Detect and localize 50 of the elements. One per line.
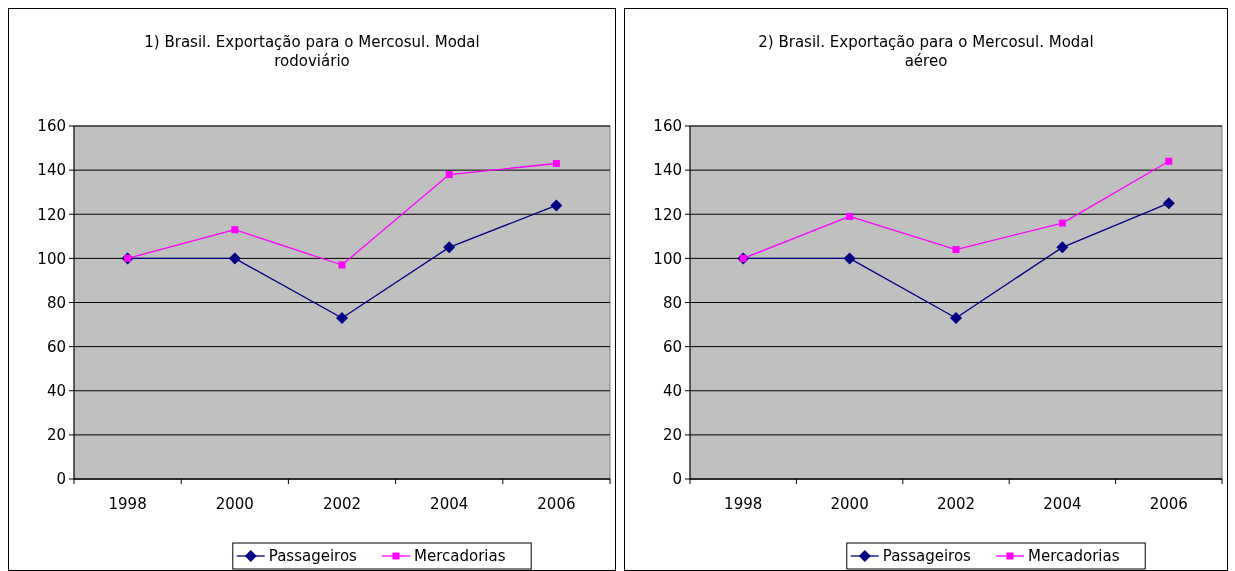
point [950,311,962,324]
chart-title: 2) Brasil. Exportação para o Mercosul. Modal aéreo [758,33,1094,70]
x-tick-label: 1998 [724,495,763,513]
point [1165,157,1173,165]
point [231,226,239,234]
y-tick-label: 0 [672,470,682,489]
point [550,199,563,212]
y-tick-label: 40 [662,382,682,400]
point [846,212,854,220]
y-tick-label: 60 [662,337,682,356]
point [338,261,346,269]
y-tick-label: 100 [653,249,682,268]
legend-label: Mercadorias [414,547,506,566]
y-tick-label: 120 [653,205,682,224]
x-tick-label: 2002 [936,495,976,513]
y-tick-label: 0 [56,470,66,489]
y-tick-label: 60 [46,337,66,356]
y-tick-label: 20 [46,426,66,445]
point [228,252,241,265]
point [445,171,453,179]
point [552,160,560,168]
x-tick-label: 2000 [215,495,254,513]
y-tick-label: 20 [662,426,682,445]
legend-label: Mercadorias [1028,547,1120,566]
y-tick-label: 160 [37,117,66,136]
x-tick-label: 2000 [830,495,869,513]
legend-label: Passageiros [882,547,972,566]
chart-title: 1) Brasil. Exportação para o Mercosul. Modal rodoviário [144,33,480,70]
y-tick-label: 140 [653,161,682,180]
x-tick-label: 2006 [537,495,576,513]
y-tick-label: 40 [46,382,66,400]
legend-label: Passageiros [268,547,358,566]
point [1058,219,1066,227]
point [336,311,348,324]
y-tick-label: 120 [37,205,66,224]
point [1056,241,1069,254]
point [843,252,856,265]
y-tick-label: 100 [37,249,66,268]
y-tick-label: 160 [653,117,682,136]
x-tick-label: 2004 [430,495,469,513]
y-tick-label: 80 [662,293,682,312]
x-tick-label: 2004 [1043,495,1082,513]
x-tick-label: 1998 [108,495,147,513]
x-tick-label: 2006 [1149,495,1188,513]
point [1162,197,1175,210]
x-tick-label: 2002 [322,495,362,513]
y-tick-label: 80 [46,293,66,312]
y-tick-label: 140 [37,161,66,180]
point [952,246,960,254]
point [443,241,456,254]
